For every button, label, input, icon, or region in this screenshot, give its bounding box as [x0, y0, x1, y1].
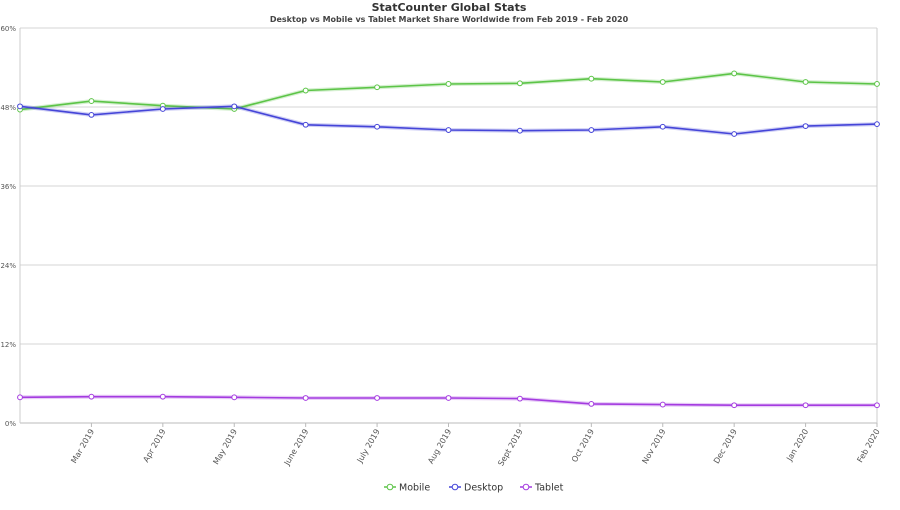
- series-desktop: [17, 103, 880, 137]
- data-point-tablet[interactable]: [731, 402, 738, 409]
- data-point-mobile[interactable]: [374, 84, 380, 91]
- y-tick-label: 48%: [0, 104, 16, 112]
- data-point-tablet[interactable]: [374, 395, 380, 401]
- legend-item-mobile[interactable]: Mobile: [384, 483, 430, 494]
- data-point-tablet[interactable]: [231, 394, 238, 401]
- series-tablet: [17, 393, 880, 409]
- legend-label-desktop: Desktop: [464, 483, 503, 494]
- x-tick-label: Jan 2020: [784, 428, 810, 464]
- data-point-desktop[interactable]: [88, 112, 95, 118]
- data-point-desktop[interactable]: [374, 123, 380, 130]
- legend-marker-tablet: [522, 483, 530, 491]
- x-tick-label: Dec 2019: [712, 428, 739, 466]
- y-tick-label: 60%: [0, 25, 16, 33]
- y-tick-label: 12%: [0, 341, 16, 349]
- data-point-mobile[interactable]: [588, 75, 595, 82]
- data-point-tablet[interactable]: [17, 394, 23, 401]
- legend-label-mobile: Mobile: [399, 483, 430, 494]
- data-point-tablet[interactable]: [588, 401, 595, 407]
- legend-label-tablet: Tablet: [534, 483, 564, 494]
- data-point-tablet[interactable]: [88, 393, 95, 400]
- chart-subtitle: Desktop vs Mobile vs Tablet Market Share…: [270, 15, 629, 24]
- data-point-tablet[interactable]: [659, 401, 666, 408]
- x-tick-label: Sept 2019: [496, 428, 524, 468]
- data-point-desktop[interactable]: [731, 131, 738, 137]
- axis-layer: 0% 12% 24% 36% 48% 60% Mar 2019 Apr 2019 May 201…: [0, 25, 881, 468]
- x-tick-label: June 2019: [282, 428, 310, 468]
- series-layer: [17, 70, 880, 409]
- data-point-mobile[interactable]: [731, 70, 738, 77]
- data-point-desktop[interactable]: [659, 123, 666, 130]
- y-tick-label: 24%: [0, 262, 16, 270]
- legend-marker-mobile: [386, 483, 394, 491]
- data-point-mobile[interactable]: [88, 98, 95, 104]
- data-point-desktop[interactable]: [302, 121, 309, 128]
- x-tick-label: July 2019: [355, 428, 382, 466]
- data-point-tablet[interactable]: [445, 395, 452, 401]
- grid-layer: [20, 27, 877, 424]
- data-point-tablet[interactable]: [159, 393, 166, 400]
- data-point-desktop[interactable]: [231, 103, 238, 110]
- data-point-mobile[interactable]: [659, 79, 666, 85]
- series-line-mobile: [19, 72, 878, 111]
- data-point-tablet[interactable]: [802, 402, 809, 409]
- data-point-tablet[interactable]: [302, 395, 309, 401]
- data-point-desktop[interactable]: [802, 123, 809, 129]
- series-mobile: [17, 70, 880, 113]
- data-point-tablet[interactable]: [874, 402, 880, 409]
- legend-marker-desktop: [451, 483, 459, 491]
- data-point-mobile[interactable]: [802, 79, 809, 85]
- legend-item-tablet[interactable]: Tablet: [520, 483, 564, 494]
- x-tick-label: Aug 2019: [426, 428, 453, 466]
- data-point-tablet[interactable]: [517, 395, 523, 402]
- x-tick-label: Apr 2019: [141, 428, 167, 464]
- x-tick-label: Oct 2019: [570, 428, 596, 464]
- y-tick-label: 0%: [5, 420, 16, 428]
- data-point-desktop[interactable]: [445, 127, 452, 133]
- data-point-mobile[interactable]: [517, 80, 523, 87]
- legend-item-desktop[interactable]: Desktop: [449, 483, 503, 494]
- data-point-desktop[interactable]: [17, 103, 23, 110]
- x-tick-label: May 2019: [211, 428, 239, 467]
- data-point-desktop[interactable]: [517, 127, 523, 134]
- x-tick-label: Nov 2019: [640, 428, 667, 466]
- legend: Mobile Desktop Tablet: [384, 483, 564, 494]
- data-point-desktop[interactable]: [588, 127, 595, 133]
- y-tick-label: 36%: [0, 183, 16, 191]
- data-point-mobile[interactable]: [874, 81, 880, 87]
- data-point-mobile[interactable]: [445, 81, 452, 87]
- data-point-desktop[interactable]: [874, 121, 880, 128]
- data-point-desktop[interactable]: [159, 106, 166, 112]
- x-tick-label: Mar 2019: [69, 428, 96, 465]
- chart-title: StatCounter Global Stats: [372, 1, 527, 14]
- x-tick-label: Feb 2020: [855, 428, 881, 465]
- data-point-mobile[interactable]: [302, 87, 309, 94]
